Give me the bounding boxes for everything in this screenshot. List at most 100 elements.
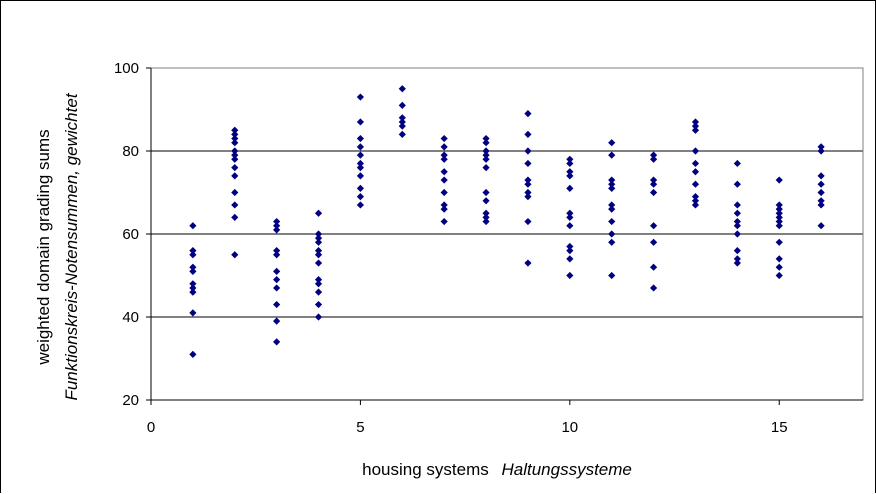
data-point (524, 159, 532, 168)
data-point (231, 164, 239, 172)
data-point (775, 263, 783, 271)
data-point (775, 205, 783, 213)
gridlines (151, 150, 863, 318)
data-point (440, 168, 448, 176)
data-point (231, 155, 239, 163)
data-point (273, 300, 281, 309)
y-tick-label: 100 (114, 60, 139, 77)
data-point (440, 143, 448, 151)
data-point (440, 205, 448, 213)
data-point (524, 147, 532, 155)
data-point (314, 230, 323, 238)
data-point (482, 213, 490, 221)
data-point (775, 222, 783, 230)
data-point (440, 134, 448, 143)
data-point (733, 209, 741, 217)
data-point (189, 267, 197, 275)
data-point (566, 271, 574, 280)
data-point (273, 317, 281, 325)
y-tick-label: 20 (122, 392, 139, 409)
x-tick-label: 0 (147, 419, 155, 436)
data-point (482, 188, 490, 197)
data-point (314, 238, 323, 246)
data-point (314, 288, 323, 296)
data-point (189, 251, 197, 259)
data-point (314, 247, 323, 255)
data-point (356, 172, 365, 180)
data-point (733, 222, 741, 230)
data-point (775, 271, 783, 280)
data-point (608, 184, 616, 192)
data-point (566, 184, 574, 192)
data-point (649, 176, 658, 184)
data-point (775, 213, 783, 221)
data-point (231, 213, 239, 221)
data-point (356, 164, 365, 172)
data-point (398, 118, 406, 126)
y-axis-title: weighted domain grading sums Funktionskr… (34, 92, 81, 400)
data-point (231, 251, 239, 259)
data-point (817, 172, 825, 180)
data-point (398, 122, 406, 130)
data-point (482, 139, 490, 147)
data-point (649, 188, 658, 197)
data-point (356, 159, 365, 168)
data-point (524, 110, 532, 118)
data-point (775, 176, 783, 184)
data-point (482, 217, 490, 226)
data-point (733, 159, 741, 168)
data-point (524, 180, 532, 188)
data-point (817, 147, 825, 155)
data-point (817, 143, 825, 151)
data-point (817, 188, 825, 197)
data-point (356, 193, 365, 201)
x-axis-title: housing systems Haltungssysteme (362, 460, 632, 479)
data-point (273, 338, 281, 346)
x-tick-label: 15 (771, 419, 788, 436)
data-point (649, 151, 658, 159)
data-point (608, 151, 616, 159)
data-point (273, 284, 281, 292)
data-point (273, 222, 281, 230)
data-point (691, 193, 700, 201)
data-point (189, 263, 197, 271)
data-point (649, 238, 658, 246)
data-point (817, 222, 825, 230)
data-point (314, 313, 323, 321)
data-point (482, 147, 490, 155)
data-point (314, 280, 323, 288)
data-point (189, 222, 197, 230)
data-point (273, 251, 281, 259)
data-point (314, 209, 323, 217)
data-point (817, 180, 825, 188)
data-point (817, 201, 825, 209)
data-point (356, 143, 365, 151)
data-point (482, 134, 490, 143)
data-point (775, 238, 783, 246)
data-point (608, 180, 616, 188)
y-tick-label: 60 (122, 226, 139, 243)
data-point (733, 259, 741, 267)
data-point (566, 155, 574, 163)
data-point (398, 85, 406, 93)
data-point (314, 300, 323, 309)
x-tick-label: 10 (561, 419, 578, 436)
data-point (482, 155, 490, 163)
data-point (608, 139, 616, 147)
data-point (524, 259, 532, 267)
data-point (356, 151, 365, 159)
x-tick-label: 5 (356, 419, 364, 436)
y-axis-title-en: weighted domain grading sums (34, 129, 53, 365)
data-point (314, 251, 323, 259)
tick-labels: 20 40 60 80 100 0 5 10 15 (114, 60, 788, 436)
data-point (524, 217, 532, 226)
data-point (273, 226, 281, 234)
data-point (231, 151, 239, 159)
data-point (608, 176, 616, 184)
data-point (566, 255, 574, 263)
data-point (691, 168, 700, 176)
data-point (231, 134, 239, 143)
data-point (189, 288, 197, 296)
data-point (231, 188, 239, 197)
